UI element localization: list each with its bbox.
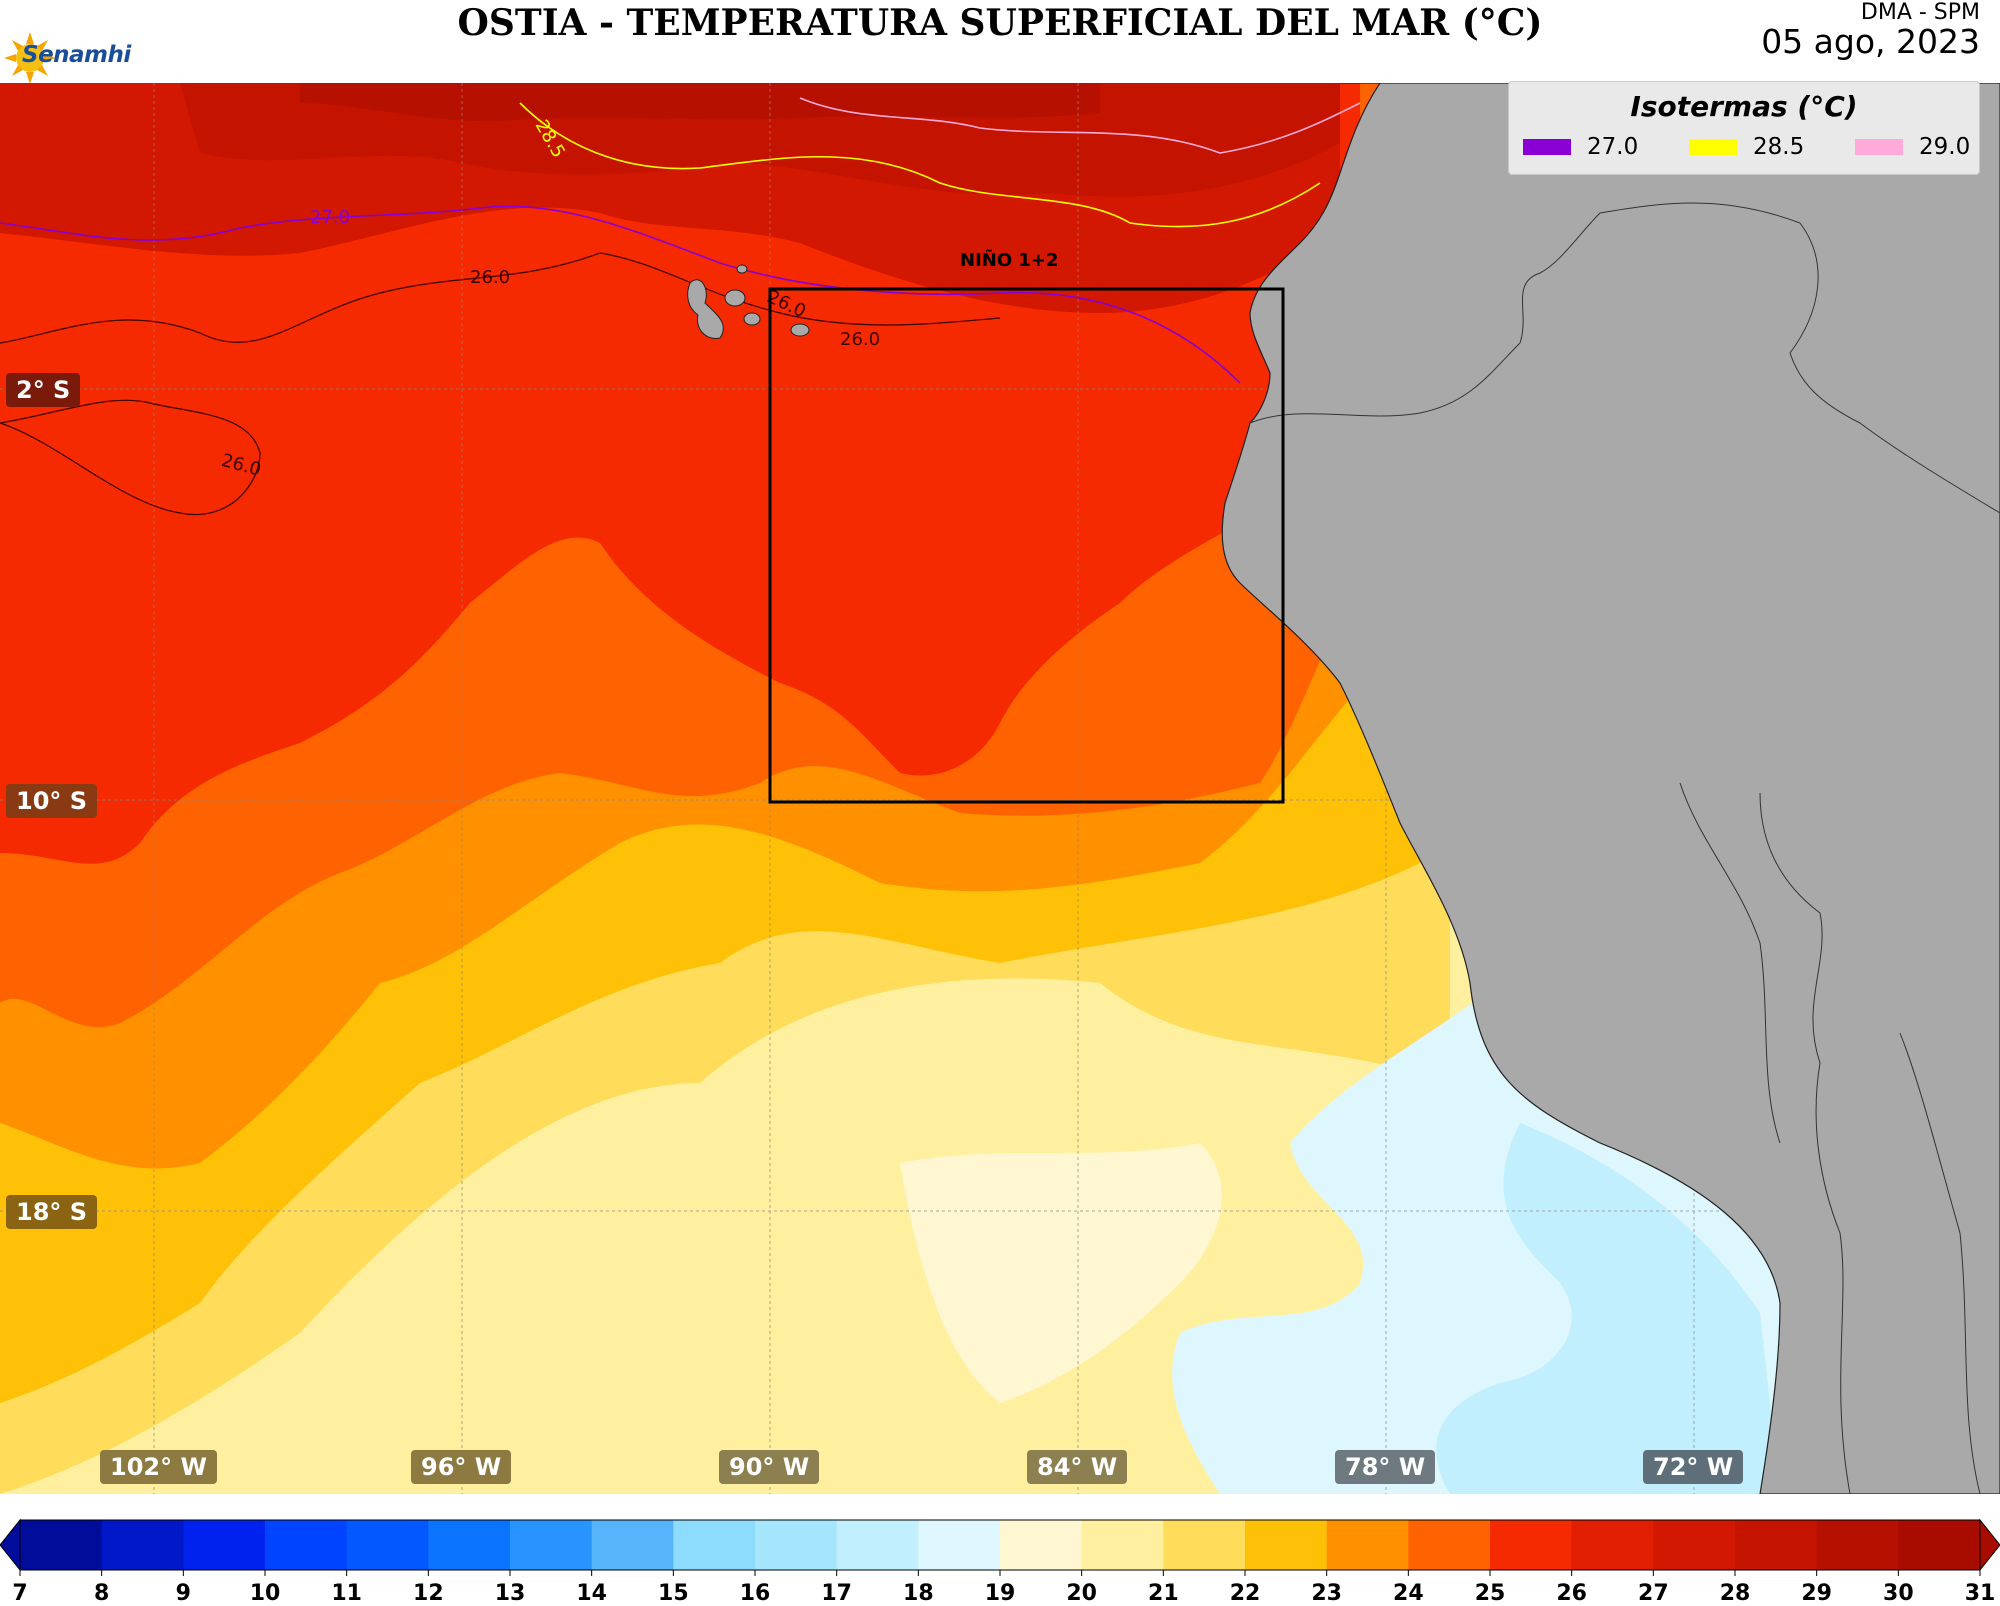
isotherm-27	[0, 205, 1241, 384]
colorbar-tick-label: 24	[1393, 1581, 1424, 1606]
colorbar-tick-label: 17	[821, 1581, 852, 1606]
sst-band-29	[300, 83, 1100, 122]
colorbar-segment	[1898, 1520, 1981, 1570]
colorbar-tick-label: 13	[495, 1581, 526, 1606]
colorbar-tick-label: 8	[94, 1581, 109, 1606]
colorbar-tick-label: 22	[1230, 1581, 1261, 1606]
isotherm-26b	[0, 399, 261, 516]
logo-text: Senamhi	[22, 42, 131, 68]
colorbar-tick-label: 26	[1556, 1581, 1587, 1606]
isotherm-legend: Isotermas (°C) 27.0 28.5 29.0	[1508, 81, 1980, 175]
colorbar-tick-label: 20	[1066, 1581, 1097, 1606]
colorbar-tick-label: 29	[1801, 1581, 1832, 1606]
colorbar-segment	[183, 1520, 266, 1570]
colorbar-tick-label: 7	[12, 1581, 27, 1606]
galapagos-islands	[687, 264, 810, 339]
legend-title: Isotermas (°C)	[1630, 90, 1858, 123]
colorbar-tick-label: 15	[658, 1581, 689, 1606]
colorbar-tick-label: 16	[740, 1581, 771, 1606]
isotherms	[0, 97, 1361, 516]
colorbar-tick-label: 21	[1148, 1581, 1179, 1606]
latitude-label: 10° S	[6, 784, 98, 818]
colorbar-segment	[101, 1520, 184, 1570]
colorbar-tick-label: 28	[1720, 1581, 1751, 1606]
contour-label: 26.0	[470, 267, 510, 288]
longitude-label: 84° W	[1027, 1450, 1128, 1484]
temperature-colorbar: 7 8 9 10 11 12 13 14 15 16 17 18 19 20 21 22 23 24 25 26 27 2…	[0, 1518, 2000, 1606]
isotherm-26	[0, 252, 1001, 344]
colorbar-tick-label: 23	[1311, 1581, 1342, 1606]
longitude-label: 78° W	[1335, 1450, 1436, 1484]
colorbar-tick-label: 25	[1475, 1581, 1506, 1606]
senamhi-logo	[4, 32, 56, 84]
colorbar-segment	[1000, 1520, 1083, 1570]
longitude-label: 72° W	[1643, 1450, 1744, 1484]
colorbar-arrow-left	[0, 1518, 21, 1572]
colorbar-segment	[836, 1520, 919, 1570]
colorbar-segments	[0, 1518, 2000, 1572]
nino-1-2-region-box	[768, 287, 1285, 804]
colorbar-tick-label: 14	[576, 1581, 607, 1606]
colorbar-segment	[1653, 1520, 1736, 1570]
colorbar-tick-label: 31	[1965, 1581, 1996, 1606]
colorbar-segment	[918, 1520, 1001, 1570]
colorbar-tick-label: 27	[1638, 1581, 1669, 1606]
legend-label: 28.5	[1753, 134, 1805, 160]
colorbar-segment	[510, 1520, 593, 1570]
colorbar-tick-label: 9	[176, 1581, 191, 1606]
colorbar-segment	[265, 1520, 348, 1570]
legend-swatch	[1523, 139, 1571, 155]
colorbar-tick-label: 12	[413, 1581, 444, 1606]
isotherm-29	[799, 97, 1361, 154]
colorbar-ticks: 7 8 9 10 11 12 13 14 15 16 17 18 19 20 21 22 23 24 25 26 27 2…	[12, 1570, 1995, 1606]
colorbar-segment	[1816, 1520, 1899, 1570]
date-label: 05 ago, 2023	[1761, 22, 1980, 61]
colorbar-segment	[673, 1520, 756, 1570]
colorbar-segment	[428, 1520, 511, 1570]
legend-label: 27.0	[1587, 134, 1639, 160]
country-borders	[1249, 202, 2000, 1494]
longitude-label: 102° W	[100, 1450, 217, 1484]
colorbar-segment	[1571, 1520, 1654, 1570]
colorbar-arrow-right	[1979, 1518, 2000, 1572]
colorbar-segment	[1081, 1520, 1164, 1570]
map-title: OSTIA - TEMPERATURA SUPERFICIAL DEL MAR …	[457, 2, 1543, 44]
sst-map: 27.0 28.5 26.0 26.0 26.0 26.0	[0, 83, 2000, 1494]
contour-label: 27.0	[310, 207, 350, 228]
contour-label: 26.0	[840, 329, 880, 350]
colorbar-segment	[20, 1520, 103, 1570]
colorbar-segment	[1408, 1520, 1491, 1570]
sst-cold-patch-17	[1436, 1123, 1780, 1494]
sun-icon	[4, 32, 56, 84]
legend-label: 29.0	[1919, 134, 1971, 160]
nino-region-label: NIÑO 1+2	[960, 250, 1059, 271]
latitude-label: 18° S	[6, 1195, 98, 1229]
longitude-label: 96° W	[411, 1450, 512, 1484]
colorbar-tick-label: 18	[903, 1581, 934, 1606]
sst-warm-patch-21	[900, 1143, 1222, 1403]
colorbar-segment	[591, 1520, 674, 1570]
south-america-land	[1221, 83, 2000, 1494]
colorbar-segment	[1735, 1520, 1818, 1570]
isotherm-28-5	[519, 102, 1321, 228]
colorbar-segment	[1490, 1520, 1573, 1570]
colorbar-segment	[1245, 1520, 1328, 1570]
colorbar-tick-label: 19	[985, 1581, 1016, 1606]
colorbar-tick-label: 11	[331, 1581, 362, 1606]
legend-swatch	[1689, 139, 1737, 155]
colorbar-tick-label: 30	[1883, 1581, 1914, 1606]
colorbar-segment	[755, 1520, 838, 1570]
legend-swatch	[1855, 139, 1903, 155]
latitude-label: 2° S	[6, 373, 81, 407]
colorbar-segment	[1326, 1520, 1409, 1570]
agency-label: DMA - SPM	[1860, 0, 1980, 25]
colorbar-segment	[1163, 1520, 1246, 1570]
colorbar-tick-label: 10	[250, 1581, 281, 1606]
longitude-label: 90° W	[719, 1450, 820, 1484]
colorbar-segment	[346, 1520, 429, 1570]
